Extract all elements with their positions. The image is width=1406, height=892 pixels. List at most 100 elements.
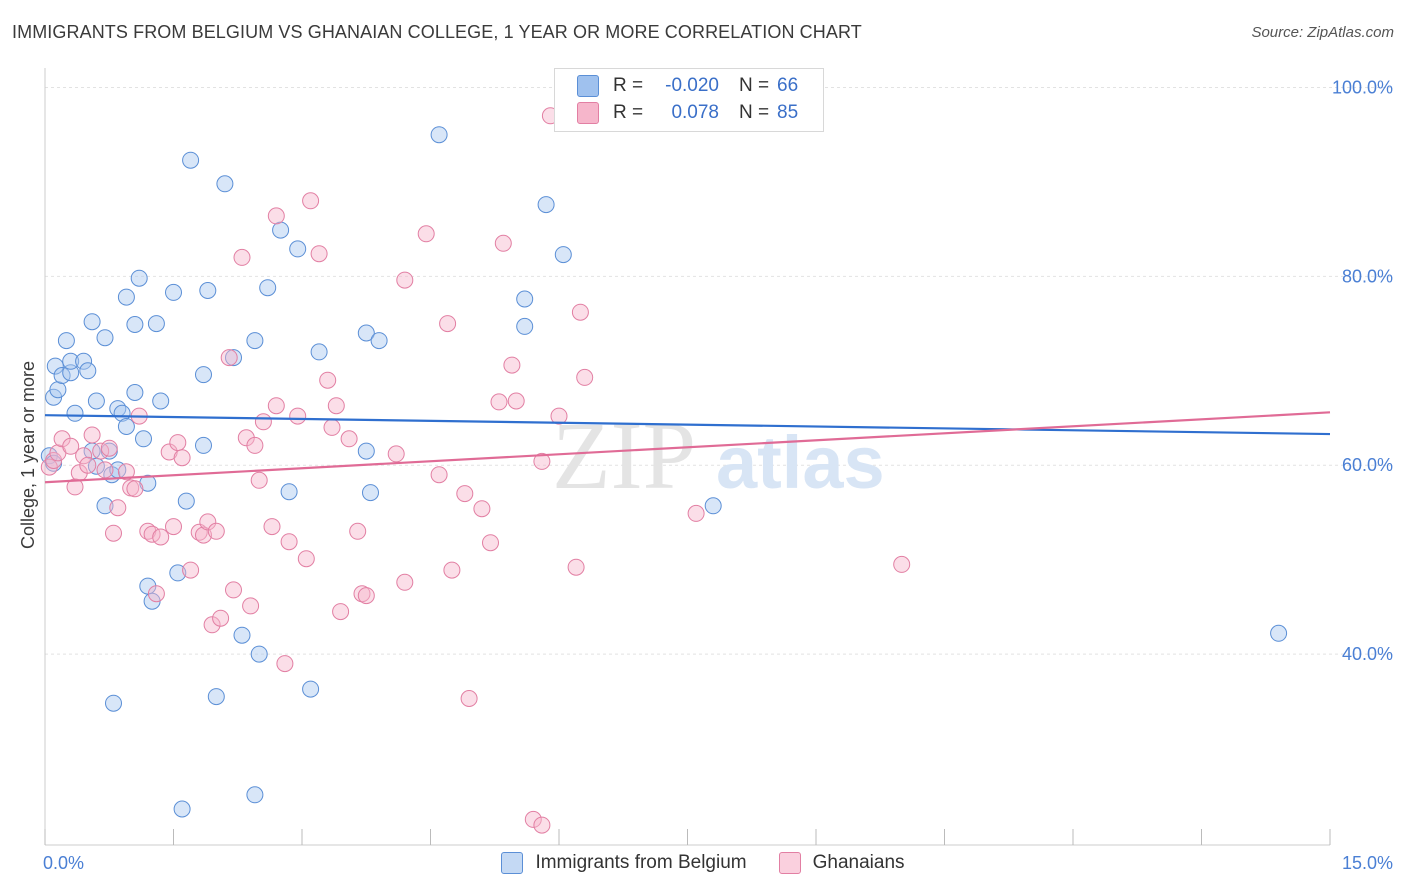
belgium-trend-line xyxy=(44,414,1331,436)
legend-label-ghanaians: Ghanaians xyxy=(812,852,905,873)
trend-lines xyxy=(44,411,1331,484)
ghanaians-point xyxy=(323,418,341,436)
belgium-point xyxy=(96,329,114,347)
ghanaians-point xyxy=(96,461,114,479)
ghanaians-point xyxy=(687,504,705,522)
ghanaians-point xyxy=(490,393,508,411)
ghanaians-point xyxy=(207,522,225,540)
belgium-point xyxy=(430,126,448,144)
legend-swatch-belgium xyxy=(577,75,599,97)
ghanaians-point xyxy=(576,368,594,386)
ghanaians-point xyxy=(460,690,478,707)
belgium-point xyxy=(250,645,268,663)
ghanaians-point xyxy=(524,810,542,828)
ghanaians-point xyxy=(152,528,170,546)
ghanaians-point xyxy=(503,356,521,374)
series-legend: Immigrants from Belgium Ghanaians xyxy=(0,852,1406,874)
belgium-point xyxy=(272,221,290,239)
ghanaians-point xyxy=(62,437,80,455)
legend-n-value: 66 xyxy=(777,75,799,96)
ghanaians-point xyxy=(225,581,242,599)
ghanaians-point xyxy=(289,407,307,425)
axes xyxy=(44,68,1331,846)
ghanaians-point xyxy=(233,248,251,266)
legend-item-belgium[interactable]: Immigrants from Belgium xyxy=(501,852,747,874)
belgium-point xyxy=(105,694,122,712)
belgium-point xyxy=(177,492,195,510)
ghanaians-point xyxy=(319,371,337,389)
ghanaians-point xyxy=(276,655,294,673)
belgium-point xyxy=(357,324,375,342)
ghanaians-point xyxy=(75,447,93,465)
watermark-zip: ZIP xyxy=(552,402,696,509)
tick-labels: 40.0% 60.0% 80.0% 100.0% 0.0% 15.0% xyxy=(43,77,1393,873)
belgium-point xyxy=(357,442,375,460)
ghanaians-point xyxy=(169,434,187,452)
ghanaians-point xyxy=(482,534,499,552)
belgium-point xyxy=(310,343,328,361)
ghanaians-point xyxy=(83,426,101,444)
ghanaians-point xyxy=(147,585,165,603)
ghanaians-point xyxy=(109,499,127,517)
belgium-point xyxy=(173,800,191,818)
ghanaians-point xyxy=(349,522,367,540)
ghanaians-point xyxy=(310,245,328,263)
ghanaians-point xyxy=(550,407,568,425)
belgium-point xyxy=(516,290,534,308)
ghanaians-point xyxy=(66,478,84,496)
legend-n-label: N = xyxy=(739,75,770,96)
ghanaians-point xyxy=(533,816,551,834)
belgium-point xyxy=(195,366,212,384)
ghanaians-point xyxy=(443,561,461,579)
belgium-point xyxy=(259,279,277,297)
legend-n-label: N = xyxy=(739,102,770,123)
ghanaians-point xyxy=(396,573,414,591)
ghanaians-point xyxy=(250,471,268,489)
y-tick-label: 40.0% xyxy=(1342,644,1393,664)
ghanaians-point xyxy=(79,456,97,474)
belgium-point xyxy=(135,430,152,448)
legend-swatch-belgium xyxy=(501,852,524,874)
belgium-point xyxy=(289,240,307,258)
stats-legend: R = -0.020 N = 66 R = 0.078 N = 85 xyxy=(554,68,824,132)
ghanaians-point xyxy=(267,397,285,415)
belgium-point xyxy=(165,283,182,301)
legend-row-ghanaians: R = 0.078 N = 85 xyxy=(577,100,798,126)
ghanaians-point xyxy=(165,518,182,536)
legend-r-value: -0.020 xyxy=(665,75,719,96)
belgium-point xyxy=(139,474,157,492)
ghanaians-point xyxy=(893,555,911,573)
belgium-point xyxy=(280,483,298,501)
chart-title: IMMIGRANTS FROM BELGIUM VS GHANAIAN COLL… xyxy=(12,22,862,42)
ghanaians-point xyxy=(173,449,191,467)
ghanaians-point xyxy=(302,192,320,210)
gridlines xyxy=(45,86,1392,655)
ghanaians-point xyxy=(117,463,135,481)
belgium-point xyxy=(370,332,388,350)
ghanaians-point xyxy=(507,392,525,410)
ghanaians-point xyxy=(267,207,285,225)
ghanaians-point xyxy=(327,397,345,415)
belgium-point xyxy=(246,332,264,350)
ghanaians-point xyxy=(473,500,491,518)
ghanaians-point xyxy=(297,550,315,568)
ghanaians-point xyxy=(246,436,264,454)
source-credit: Source: ZipAtlas.com xyxy=(1251,24,1394,41)
belgium-point xyxy=(117,288,135,306)
belgium-point xyxy=(704,497,722,515)
ghanaians-point xyxy=(456,485,474,503)
legend-row-belgium: R = -0.020 N = 66 xyxy=(577,73,798,99)
ghanaians-point xyxy=(332,603,350,621)
ghanaians-point xyxy=(357,587,375,605)
belgium-point xyxy=(169,564,187,582)
belgium-point xyxy=(1270,624,1288,642)
legend-item-ghanaians[interactable]: Ghanaians xyxy=(778,852,905,874)
belgium-point xyxy=(62,352,80,370)
belgium-point xyxy=(216,175,234,193)
ghanaians-point xyxy=(494,234,512,252)
ghanaians-point xyxy=(242,597,260,615)
belgium-point xyxy=(87,392,105,410)
belgium-point xyxy=(199,282,217,299)
belgium-point xyxy=(49,381,67,399)
belgium-point xyxy=(96,497,114,515)
